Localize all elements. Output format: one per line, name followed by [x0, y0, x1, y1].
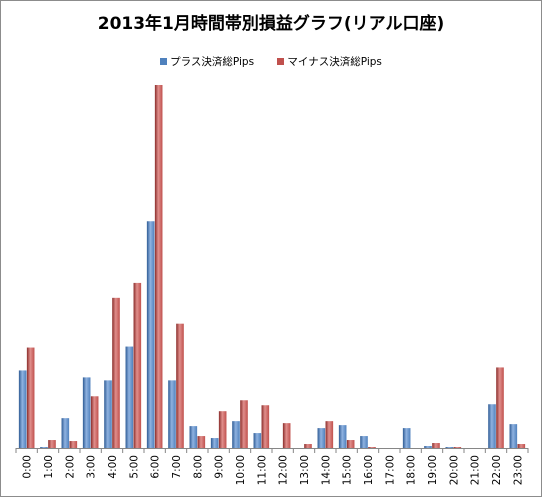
bar-plus-2 [61, 418, 70, 448]
bar-plus-1 [40, 447, 48, 448]
x-tick-label-13: 13:00 [299, 455, 311, 485]
bar-plus-14 [317, 428, 326, 448]
bar-minus-11 [261, 405, 270, 448]
x-tick-label-11: 11:00 [256, 455, 268, 485]
bar-minus-4 [112, 297, 120, 448]
bar-plus-0 [18, 370, 27, 448]
bar-minus-0 [26, 347, 35, 448]
bar-minus-12 [282, 423, 291, 448]
bar-plus-10 [232, 421, 240, 448]
bar-minus-20 [453, 447, 462, 448]
x-tick-label-7: 7:00 [171, 455, 183, 479]
x-tick-label-0: 0:00 [22, 455, 34, 479]
x-tick-label-19: 19:00 [427, 455, 439, 485]
bar-plus-3 [82, 377, 91, 448]
bar-plus-22 [488, 404, 496, 448]
chart-title: 2013年1月時間帯別損益グラフ(リアル口座) [97, 14, 445, 34]
x-tick-label-14: 14:00 [320, 455, 332, 485]
bar-plus-6 [146, 221, 155, 448]
legend-entry-minus: マイナス決済総Pips [277, 54, 382, 69]
bar-minus-7 [176, 323, 184, 448]
bar-plus-16 [360, 436, 368, 448]
legend: プラス決済総Pips マイナス決済総Pips [1, 54, 541, 69]
x-tick-label-22: 22:00 [491, 455, 503, 485]
x-tick-label-2: 2:00 [64, 455, 76, 479]
x-tick-label-17: 17:00 [384, 455, 396, 485]
x-tick-label-18: 18:00 [406, 455, 418, 485]
bar-plus-7 [168, 380, 176, 448]
bar-minus-13 [304, 444, 312, 448]
x-tick-label-9: 9:00 [214, 455, 226, 479]
x-tick-label-20: 20:00 [448, 455, 460, 485]
x-tick-label-6: 6:00 [150, 455, 162, 479]
bar-plus-19 [424, 446, 432, 448]
bar-minus-5 [133, 282, 142, 448]
x-tick-label-12: 12:00 [278, 455, 290, 485]
bar-minus-22 [496, 367, 504, 448]
bar-plus-18 [402, 428, 411, 448]
bar-plus-20 [445, 447, 454, 448]
bar-plus-9 [210, 438, 219, 448]
bar-plus-23 [509, 424, 518, 448]
x-tick-label-23: 23:00 [512, 455, 524, 485]
legend-swatch-plus [160, 57, 168, 65]
bar-minus-9 [218, 411, 227, 448]
bar-minus-19 [432, 443, 440, 448]
x-tick-label-16: 16:00 [363, 455, 375, 485]
bar-minus-16 [368, 447, 376, 448]
bar-minus-10 [240, 400, 248, 448]
bar-plus-5 [125, 346, 134, 448]
x-tick-label-15: 15:00 [342, 455, 354, 485]
x-tick-label-21: 21:00 [470, 455, 482, 485]
legend-label-plus: プラス決済総Pips [170, 56, 255, 68]
bar-minus-23 [517, 444, 526, 448]
bar-minus-8 [197, 436, 206, 448]
bar-minus-1 [48, 440, 56, 448]
x-tick-label-8: 8:00 [192, 455, 204, 479]
bar-minus-15 [346, 440, 355, 448]
bar-plus-8 [189, 426, 198, 448]
bar-minus-6 [154, 85, 163, 448]
legend-label-minus: マイナス決済総Pips [287, 56, 382, 68]
bar-plus-15 [338, 425, 347, 448]
bar-minus-14 [325, 421, 334, 448]
x-tick-label-5: 5:00 [128, 455, 140, 479]
x-tick-label-3: 3:00 [86, 455, 98, 479]
legend-entry-plus: プラス決済総Pips [160, 54, 254, 69]
bar-plus-11 [253, 433, 262, 448]
x-tick-label-4: 4:00 [107, 455, 119, 479]
bar-minus-3 [90, 396, 99, 448]
x-tick-label-1: 1:00 [43, 455, 55, 479]
bar-plus-4 [104, 380, 112, 448]
legend-swatch-minus [277, 57, 285, 65]
x-tick-label-10: 10:00 [235, 455, 247, 485]
bar-minus-2 [69, 441, 78, 448]
